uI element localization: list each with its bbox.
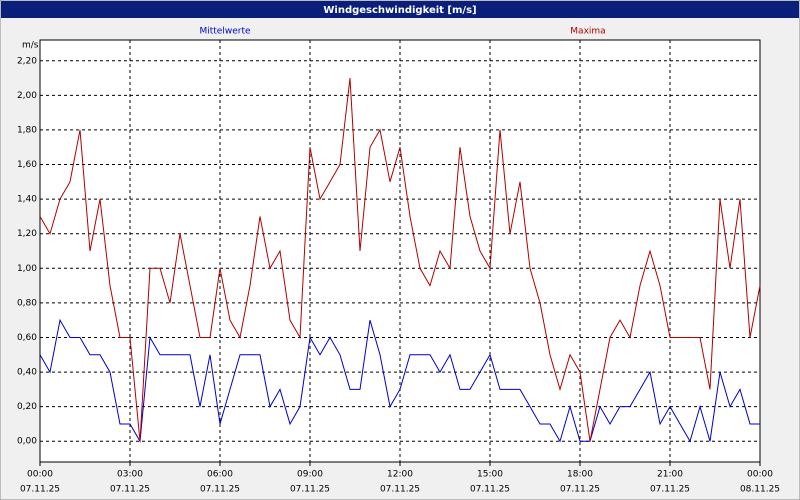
x-tick-date: 07.11.25: [200, 485, 240, 495]
y-tick-label: 1,40: [17, 195, 37, 205]
x-tick-date: 07.11.25: [560, 485, 600, 495]
y-tick-label: 1,20: [17, 229, 37, 239]
x-tick-label: 03:00: [117, 470, 143, 480]
x-tick-label: 00:00: [27, 470, 53, 480]
y-tick-label: 2,00: [17, 91, 37, 101]
y-axis-label: m/s: [22, 41, 39, 51]
y-tick-label: 0,60: [17, 333, 37, 343]
y-tick-label: 0,80: [17, 298, 37, 308]
x-tick-label: 18:00: [567, 470, 593, 480]
chart-title: Windgeschwindigkeit [m/s]: [323, 5, 476, 16]
x-tick-label: 00:00: [747, 470, 773, 480]
x-tick-label: 15:00: [477, 470, 503, 480]
legend-entry: Maxima: [570, 27, 605, 37]
legend-entry: Mittelwerte: [199, 27, 250, 37]
y-tick-label: 0,00: [17, 437, 37, 447]
x-tick-label: 12:00: [387, 470, 413, 480]
y-tick-label: 1,80: [17, 125, 37, 135]
x-tick-label: 09:00: [297, 470, 323, 480]
series-line: [39, 77, 761, 442]
x-tick-label: 21:00: [657, 470, 683, 480]
y-tick-label: 1,00: [17, 264, 37, 274]
x-tick-date: 07.11.25: [110, 485, 150, 495]
x-tick-date: 07.11.25: [20, 485, 60, 495]
x-tick-date: 07.11.25: [380, 485, 420, 495]
y-tick-label: 0,20: [17, 402, 37, 412]
y-tick-label: 0,40: [17, 368, 37, 378]
x-tick-date: 07.11.25: [650, 485, 690, 495]
title-bar: [1, 1, 799, 18]
y-tick-label: 1,60: [17, 160, 37, 170]
series-line: [39, 318, 760, 443]
x-tick-date: 07.11.25: [290, 485, 330, 495]
x-tick-date: 07.11.25: [470, 485, 510, 495]
x-tick-date: 08.11.25: [740, 485, 780, 495]
x-tick-label: 06:00: [207, 470, 233, 480]
y-tick-label: 2,20: [17, 56, 37, 66]
